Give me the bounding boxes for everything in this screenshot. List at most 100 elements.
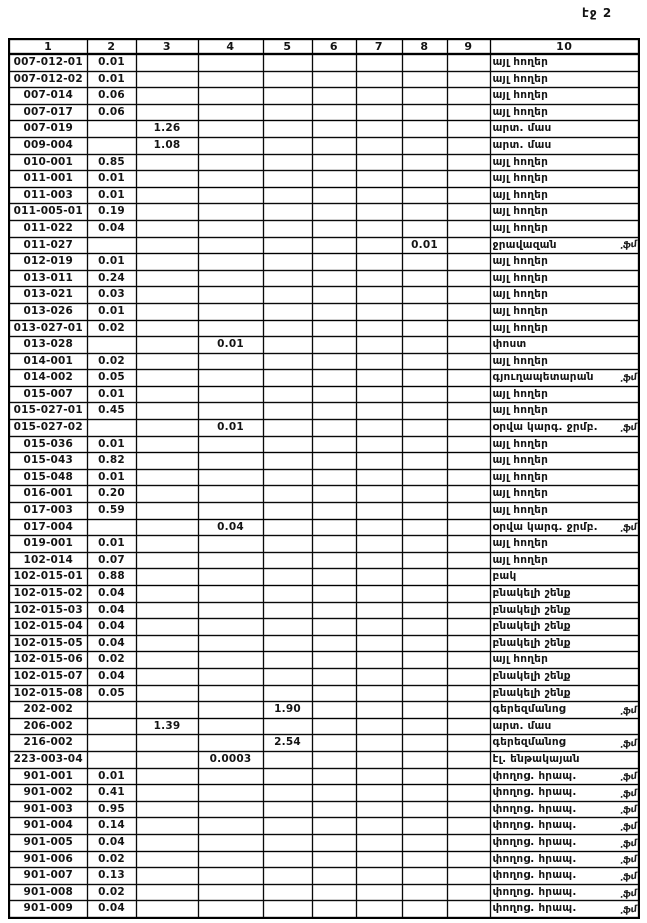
table-row: 901-002 0.41 փողոց. հրապ. [8, 784, 640, 802]
parcel-code: 011-001 [8, 170, 88, 188]
empty-cell [311, 535, 357, 553]
land-use-description: բնակելի շենք [489, 618, 640, 636]
empty-cell [135, 684, 199, 703]
empty-cell [446, 53, 491, 72]
empty-cell [311, 419, 357, 437]
parcel-code: 015-043 [8, 452, 88, 470]
area-value: 1.39 [135, 717, 199, 736]
table-row: 011-022 0.04 այլ հողեր [8, 219, 640, 238]
empty-cell [446, 767, 491, 786]
empty-cell [197, 435, 264, 454]
empty-cell [197, 369, 264, 387]
column-header: 10 [489, 38, 640, 55]
empty-cell [311, 502, 357, 520]
table-row: 013-028 0.01 փոստ [8, 336, 640, 354]
empty-cell [197, 203, 264, 221]
empty-cell [446, 684, 491, 703]
empty-cell [311, 286, 357, 304]
parcel-code: 012-019 [8, 253, 88, 271]
empty-cell [446, 385, 491, 404]
empty-cell [262, 402, 313, 421]
land-use-description: այլ հողեր [489, 70, 640, 89]
table-row: 102-015-01 0.88 բակ [8, 568, 640, 586]
parcel-code: 216-002 [8, 734, 88, 752]
empty-cell [135, 452, 199, 470]
empty-cell [355, 253, 403, 271]
land-use-description: բնակելի շենք [489, 634, 640, 653]
empty-cell [311, 452, 357, 470]
area-value: 0.88 [86, 568, 137, 586]
empty-cell [355, 817, 403, 835]
empty-cell [401, 667, 448, 686]
empty-cell [135, 535, 199, 553]
empty-cell [135, 219, 199, 238]
land-use-description: այլ հողեր [489, 452, 640, 470]
land-use-description: փոստ [489, 336, 640, 354]
empty-cell [355, 435, 403, 454]
empty-cell [135, 385, 199, 404]
empty-cell [262, 601, 313, 620]
parcel-code: 011-022 [8, 219, 88, 238]
empty-cell [197, 684, 264, 703]
empty-cell [401, 684, 448, 703]
empty-cell [311, 734, 357, 752]
empty-cell [262, 485, 313, 504]
table-row: 007-017 0.06 այլ հողեր [8, 103, 640, 122]
area-value: 0.02 [86, 850, 137, 869]
empty-cell [311, 352, 357, 371]
area-value: 0.24 [86, 269, 137, 288]
area-value: 0.04 [86, 618, 137, 636]
empty-cell [311, 385, 357, 404]
empty-cell [86, 717, 137, 736]
area-value: 0.82 [86, 452, 137, 470]
parcel-code: 013-028 [8, 336, 88, 354]
empty-cell [446, 153, 491, 172]
area-value: 0.01 [86, 302, 137, 321]
empty-cell [311, 717, 357, 736]
land-use-description: արտ. մաս [489, 120, 640, 138]
empty-cell [311, 767, 357, 786]
area-value: 0.14 [86, 817, 137, 835]
column-header: 1 [8, 38, 88, 55]
area-value: 0.04 [86, 900, 137, 919]
empty-cell [197, 502, 264, 520]
parcel-code: 102-015-03 [8, 601, 88, 620]
empty-cell [86, 236, 137, 255]
empty-cell [355, 784, 403, 802]
empty-cell [135, 833, 199, 852]
land-use-description: այլ հողեր [489, 402, 640, 421]
empty-cell [355, 850, 403, 869]
empty-cell [355, 236, 403, 255]
empty-cell [135, 883, 199, 902]
empty-cell [197, 120, 264, 138]
empty-cell [401, 253, 448, 271]
empty-cell [197, 253, 264, 271]
parcel-code: 015-027-02 [8, 419, 88, 437]
empty-cell [446, 833, 491, 852]
empty-cell [355, 833, 403, 852]
empty-cell [355, 684, 403, 703]
empty-cell [262, 203, 313, 221]
area-value: 0.03 [86, 286, 137, 304]
empty-cell [401, 867, 448, 885]
empty-cell [135, 518, 199, 537]
area-value: 1.26 [135, 120, 199, 138]
empty-cell [401, 385, 448, 404]
empty-cell [262, 568, 313, 586]
land-use-description: փողոց. հրապ. [489, 883, 640, 902]
table-row: 901-007 0.13 փողոց. հրապ. [8, 867, 640, 885]
empty-cell [311, 203, 357, 221]
empty-cell [446, 352, 491, 371]
empty-cell [355, 186, 403, 205]
empty-cell [135, 302, 199, 321]
empty-cell [135, 867, 199, 885]
empty-cell [197, 153, 264, 172]
empty-cell [262, 236, 313, 255]
empty-cell [355, 136, 403, 155]
empty-cell [135, 419, 199, 437]
empty-cell [135, 485, 199, 504]
parcel-code: 901-003 [8, 800, 88, 819]
table-row: 009-004 1.08 արտ. մաս [8, 136, 640, 155]
area-value: 0.04 [86, 634, 137, 653]
area-value: 0.85 [86, 153, 137, 172]
